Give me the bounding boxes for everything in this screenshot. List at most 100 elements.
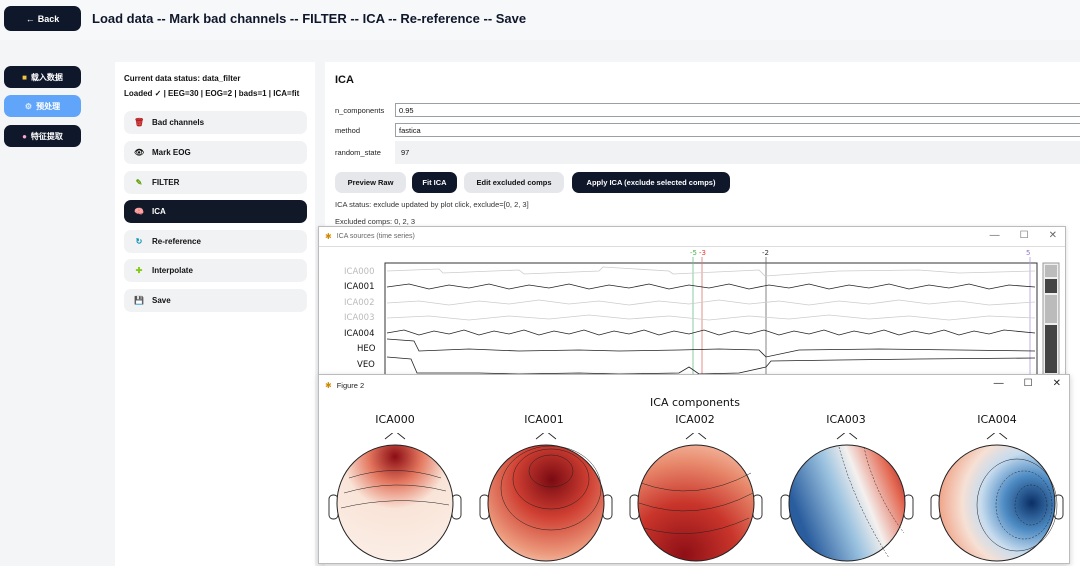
sources-window-title: ICA sources (time series): [336, 233, 415, 240]
method-input[interactable]: fastica: [395, 123, 1080, 137]
channel-label[interactable]: ICA003: [344, 313, 374, 323]
component-label: ICA004: [977, 413, 1017, 426]
brain-icon: 🧠: [134, 207, 144, 216]
channel-label[interactable]: ICA002: [344, 298, 374, 308]
topomap-ica004[interactable]: [930, 433, 1064, 562]
minimize-icon[interactable]: —: [989, 230, 1000, 241]
nav-preprocess-button[interactable]: ⚙ 预处理: [4, 95, 81, 117]
topomap-ica001[interactable]: [479, 433, 613, 562]
trace-ica001: [386, 283, 1036, 290]
channel-label[interactable]: ICA004: [344, 329, 374, 339]
component-label: ICA001: [524, 413, 564, 426]
pipeline-title: Load data -- Mark bad channels -- FILTER…: [92, 11, 527, 26]
save-icon: 💾: [134, 296, 144, 305]
step-mark-eog[interactable]: 👁 Mark EOG: [124, 141, 307, 164]
step-label: Bad channels: [152, 118, 205, 127]
figure-title: ICA components: [650, 396, 740, 409]
channel-label[interactable]: HEO: [357, 344, 376, 354]
topomap-ica003[interactable]: [780, 433, 914, 562]
maximize-icon[interactable]: ☐: [1023, 378, 1033, 389]
component-label: ICA003: [826, 413, 866, 426]
preview-raw-button[interactable]: Preview Raw: [335, 172, 406, 193]
trace-ica000: [386, 266, 1036, 277]
top-bar: ← Back Load data -- Mark bad channels --…: [0, 0, 1080, 40]
maximize-icon[interactable]: ☐: [1019, 230, 1029, 241]
step-ica[interactable]: 🧠 ICA: [124, 200, 307, 223]
scrollbar-segment[interactable]: [1045, 295, 1057, 323]
step-save[interactable]: 💾 Save: [124, 289, 307, 312]
random-state-input[interactable]: 97: [395, 141, 1080, 164]
nav-load-data-button[interactable]: ■ 载入数据: [4, 66, 81, 88]
step-re-reference[interactable]: ↻ Re-reference: [124, 230, 307, 253]
scrollbar-segment[interactable]: [1045, 265, 1057, 277]
data-status-summary: Loaded ✓ | EEG=30 | EOG=2 | bads=1 | ICA…: [124, 89, 300, 98]
annotation-label: -3: [699, 249, 706, 257]
excluded-comps-text: Excluded comps: 0, 2, 3: [335, 217, 416, 226]
minimize-icon[interactable]: —: [993, 378, 1004, 389]
figure-window-title: Figure 2: [336, 380, 365, 390]
n-components-input[interactable]: 0.95: [395, 103, 1080, 117]
plot-frame: [384, 262, 1038, 375]
nav-load-label: 载入数据: [30, 72, 63, 82]
trace-ica002: [386, 299, 1036, 306]
method-label: method: [335, 126, 361, 135]
annotation-label: -2: [762, 249, 769, 257]
matplotlib-icon: ✱: [325, 232, 332, 241]
traces: [386, 266, 1036, 375]
brain-icon: ●: [22, 131, 27, 141]
apply-ica-button[interactable]: Apply ICA (exclude selected comps): [572, 172, 730, 193]
trace-heo: [386, 338, 1036, 358]
channel-label[interactable]: VEO: [357, 360, 375, 370]
fit-ica-button[interactable]: Fit ICA: [412, 172, 457, 193]
back-button-label: Back: [37, 13, 60, 24]
nav-preprocess-label: 预处理: [36, 101, 61, 111]
puzzle-icon: ✚: [135, 266, 143, 275]
random-state-label: random_state: [335, 148, 381, 157]
topomap-ica002[interactable]: [629, 433, 763, 562]
step-label: Re-reference: [152, 237, 201, 246]
ica-sources-window: ✱ ICA sources (time series) — ☐ ✕ -5 -3 …: [318, 226, 1066, 376]
ica-status-text: ICA status: exclude updated by plot clic…: [335, 200, 529, 209]
n-components-label: n_components: [335, 106, 385, 115]
channel-label[interactable]: ICA001: [344, 282, 374, 292]
arrow-left-icon: ←: [25, 13, 35, 24]
step-label: Mark EOG: [152, 148, 191, 157]
back-button[interactable]: ← Back: [4, 6, 81, 31]
channel-label[interactable]: ICA000: [344, 267, 374, 277]
annotation-label: 5: [1026, 249, 1030, 257]
eye-icon: 👁: [134, 148, 145, 157]
sources-titlebar: ✱ ICA sources (time series) — ☐ ✕: [319, 227, 1065, 247]
step-label: ICA: [152, 207, 166, 216]
component-label: ICA002: [675, 413, 715, 426]
nav-features-label: 特征提取: [30, 131, 63, 141]
step-bad-channels[interactable]: 🗑 Bad channels: [124, 111, 307, 134]
trace-ica004: [386, 329, 1036, 336]
scrollbar-thumb[interactable]: [1045, 325, 1057, 373]
trash-icon: 🗑: [134, 118, 145, 127]
figure-2-window: ✱ Figure 2 — ☐ ✕ ICA components ICA000 I…: [318, 374, 1070, 564]
step-label: Save: [152, 296, 171, 305]
scrollbar-segment[interactable]: [1045, 279, 1057, 293]
sources-plot[interactable]: -5 -3 -2 5 ICA000 ICA001 ICA002 ICA003 I…: [319, 247, 1065, 375]
topomap-ica000[interactable]: [328, 433, 462, 562]
gear-icon: ⚙: [24, 101, 33, 111]
step-label: FILTER: [152, 178, 180, 187]
edit-excluded-button[interactable]: Edit excluded comps: [464, 172, 564, 193]
topomaps: [328, 433, 1064, 562]
nav-features-button[interactable]: ● 特征提取: [4, 125, 81, 147]
close-icon[interactable]: ✕: [1048, 230, 1057, 241]
close-icon[interactable]: ✕: [1052, 378, 1061, 389]
refresh-icon: ↻: [135, 237, 143, 246]
figure-titlebar: ✱ Figure 2 — ☐ ✕: [319, 375, 1069, 395]
pencil-icon: ✎: [135, 178, 143, 187]
step-filter[interactable]: ✎ FILTER: [124, 171, 307, 194]
step-label: Interpolate: [152, 266, 193, 275]
component-label: ICA000: [375, 413, 415, 426]
annotation-label: -5: [690, 249, 697, 257]
step-panel: Current data status: data_filter Loaded …: [115, 62, 315, 566]
trace-ica003: [386, 314, 1036, 321]
data-status-title: Current data status: data_filter: [124, 74, 241, 83]
matplotlib-icon: ✱: [325, 380, 332, 390]
step-interpolate[interactable]: ✚ Interpolate: [124, 259, 307, 282]
ica-title: ICA: [335, 74, 354, 86]
